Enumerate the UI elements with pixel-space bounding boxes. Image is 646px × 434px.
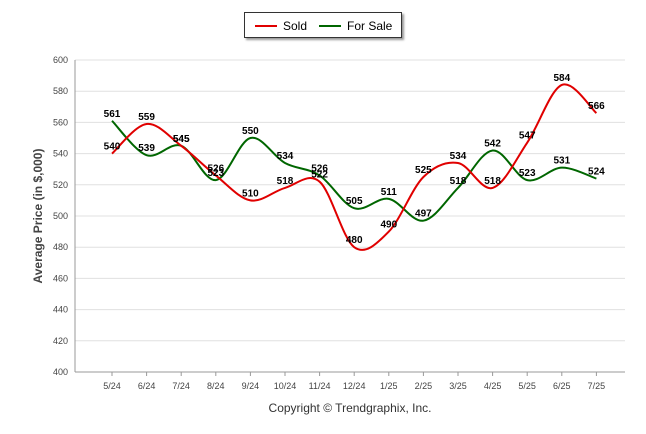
y-tick-label: 440 [53,305,68,315]
data-label-for-sale: 545 [173,134,190,145]
copyright-text: Copyright © Trendgraphix, Inc. [268,401,432,415]
x-tick-label: 2/25 [415,381,433,391]
y-tick-label: 600 [53,55,68,65]
data-label-for-sale: 523 [207,168,224,179]
data-label-for-sale: 511 [381,187,398,198]
data-label-for-sale: 526 [311,163,328,174]
y-axis-title: Average Price (in $,000) [31,149,45,284]
data-label-for-sale: 539 [138,143,155,154]
data-label-sold: 526 [207,163,224,174]
data-label-for-sale: 550 [242,126,259,137]
legend-label-sold: Sold [283,19,308,33]
data-label-sold: 547 [519,131,536,142]
x-tick-label: 5/24 [103,381,121,391]
x-tick-label: 12/24 [343,381,366,391]
x-tick-label: 4/25 [484,381,502,391]
x-tick-label: 1/25 [380,381,398,391]
chart-legend: Sold For Sale [244,12,402,38]
data-label-sold: 518 [277,176,294,187]
y-tick-label: 480 [53,242,68,252]
data-label-for-sale: 524 [588,167,605,178]
legend-label-for-sale: For Sale [347,19,393,33]
data-label-sold: 566 [588,101,605,112]
data-label-sold: 522 [311,170,328,181]
data-label-sold: 540 [104,142,121,153]
x-tick-label: 7/25 [588,381,606,391]
data-label-for-sale: 542 [484,138,501,149]
data-label-sold: 545 [173,134,190,145]
data-label-sold: 559 [138,112,155,123]
data-label-sold: 480 [346,235,363,246]
legend-swatch-for-sale [319,25,341,27]
data-label-sold: 490 [380,220,397,231]
x-tick-label: 11/24 [309,381,331,391]
y-tick-label: 580 [53,86,68,96]
x-tick-label: 8/24 [207,381,225,391]
y-tick-label: 420 [53,336,68,346]
y-tick-label: 400 [53,367,68,377]
data-label-for-sale: 561 [104,109,121,120]
series-line-sold [111,83,598,251]
data-label-sold: 584 [553,73,570,84]
y-tick-label: 500 [53,211,68,221]
data-label-for-sale: 518 [450,176,467,187]
data-label-sold: 534 [450,151,467,162]
y-tick-label: 560 [53,117,68,127]
data-label-sold: 510 [242,188,259,199]
legend-item-sold[interactable]: Sold [255,19,307,33]
data-label-for-sale: 531 [553,156,570,167]
x-tick-label: 7/24 [172,381,190,391]
y-tick-label: 520 [53,180,68,190]
x-tick-label: 9/24 [242,381,260,391]
data-label-for-sale: 523 [519,168,536,179]
x-tick-label: 6/25 [553,381,571,391]
y-tick-label: 460 [53,273,68,283]
data-label-sold: 525 [415,165,432,176]
x-tick-label: 10/24 [274,381,297,391]
x-tick-label: 6/24 [138,381,156,391]
data-label-for-sale: 497 [415,209,432,220]
data-label-sold: 518 [484,176,501,187]
legend-item-for-sale[interactable]: For Sale [319,19,392,33]
data-label-for-sale: 505 [346,196,363,207]
legend-swatch-sold [255,25,277,27]
x-tick-label: 3/25 [449,381,467,391]
x-tick-label: 5/25 [518,381,536,391]
data-label-for-sale: 534 [277,151,294,162]
y-tick-label: 540 [53,149,68,159]
